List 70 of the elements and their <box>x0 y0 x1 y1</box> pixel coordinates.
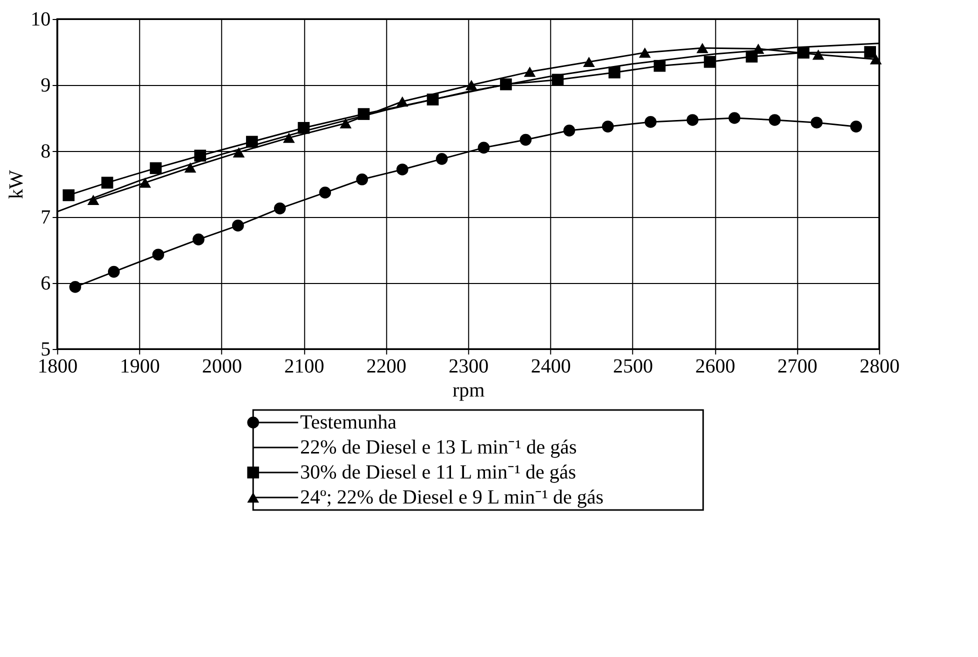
point <box>686 114 698 126</box>
point <box>798 46 810 59</box>
x-tick-label: 2800 <box>860 356 900 378</box>
x-tick-label: 2700 <box>777 356 818 378</box>
point <box>638 48 651 58</box>
y-axis-title: kW <box>6 170 28 199</box>
legend-label: 22% de Diesel e 13 L min⁻¹ de gás <box>300 436 577 458</box>
x-tick-label: 1900 <box>120 356 160 378</box>
point <box>87 194 100 205</box>
legend-label: Testemunha <box>300 412 397 434</box>
y-tick-label: 6 <box>40 272 51 294</box>
point <box>654 60 666 72</box>
legend-label: 24º; 22% de Diesel e 9 L min⁻¹ de gás <box>300 486 604 508</box>
y-tick-label: 9 <box>40 74 51 96</box>
point <box>152 248 164 261</box>
point <box>696 42 708 54</box>
point <box>194 150 206 162</box>
point <box>810 116 823 129</box>
point <box>524 66 536 77</box>
point <box>768 114 781 126</box>
point <box>246 136 258 148</box>
point <box>500 78 512 90</box>
point <box>358 108 370 120</box>
point <box>870 54 882 64</box>
point <box>69 281 82 293</box>
x-tick-label: 2100 <box>284 356 324 378</box>
point <box>139 178 151 188</box>
x-tick-label: 2000 <box>202 356 242 378</box>
point <box>232 220 244 232</box>
x-tick-label: 2500 <box>613 356 654 378</box>
point <box>232 147 245 158</box>
point <box>184 162 196 173</box>
y-tick-label: 10 <box>30 8 51 30</box>
point <box>108 266 120 278</box>
point <box>812 50 824 60</box>
point <box>520 134 532 146</box>
point <box>864 46 876 58</box>
point <box>396 96 408 107</box>
point <box>552 74 564 86</box>
point <box>436 153 448 165</box>
point <box>62 189 75 202</box>
x-tick-label: 2600 <box>695 356 736 378</box>
point <box>150 162 162 174</box>
y-tick-label: 7 <box>40 206 51 228</box>
x-tick-label: 2400 <box>530 356 571 378</box>
point <box>426 94 439 106</box>
point <box>850 120 862 132</box>
point <box>704 56 716 68</box>
point <box>563 124 576 136</box>
point <box>319 186 332 198</box>
point <box>283 132 295 143</box>
x-axis-title: rpm <box>452 380 486 402</box>
y-tick-label: 8 <box>40 140 51 162</box>
point <box>274 202 286 214</box>
point <box>465 80 478 90</box>
point <box>608 66 620 78</box>
point <box>340 118 352 128</box>
point <box>356 173 368 186</box>
point <box>478 142 490 154</box>
point <box>396 164 408 176</box>
point <box>728 112 740 124</box>
point <box>644 116 657 128</box>
x-tick-label: 2200 <box>366 356 406 378</box>
point <box>602 120 614 132</box>
point <box>192 234 204 246</box>
point <box>101 176 114 189</box>
point <box>298 122 310 134</box>
point <box>583 56 595 68</box>
legend-label: 30% de Diesel e 11 L min⁻¹ de gás <box>300 462 576 484</box>
x-tick-label: 2300 <box>448 356 489 378</box>
